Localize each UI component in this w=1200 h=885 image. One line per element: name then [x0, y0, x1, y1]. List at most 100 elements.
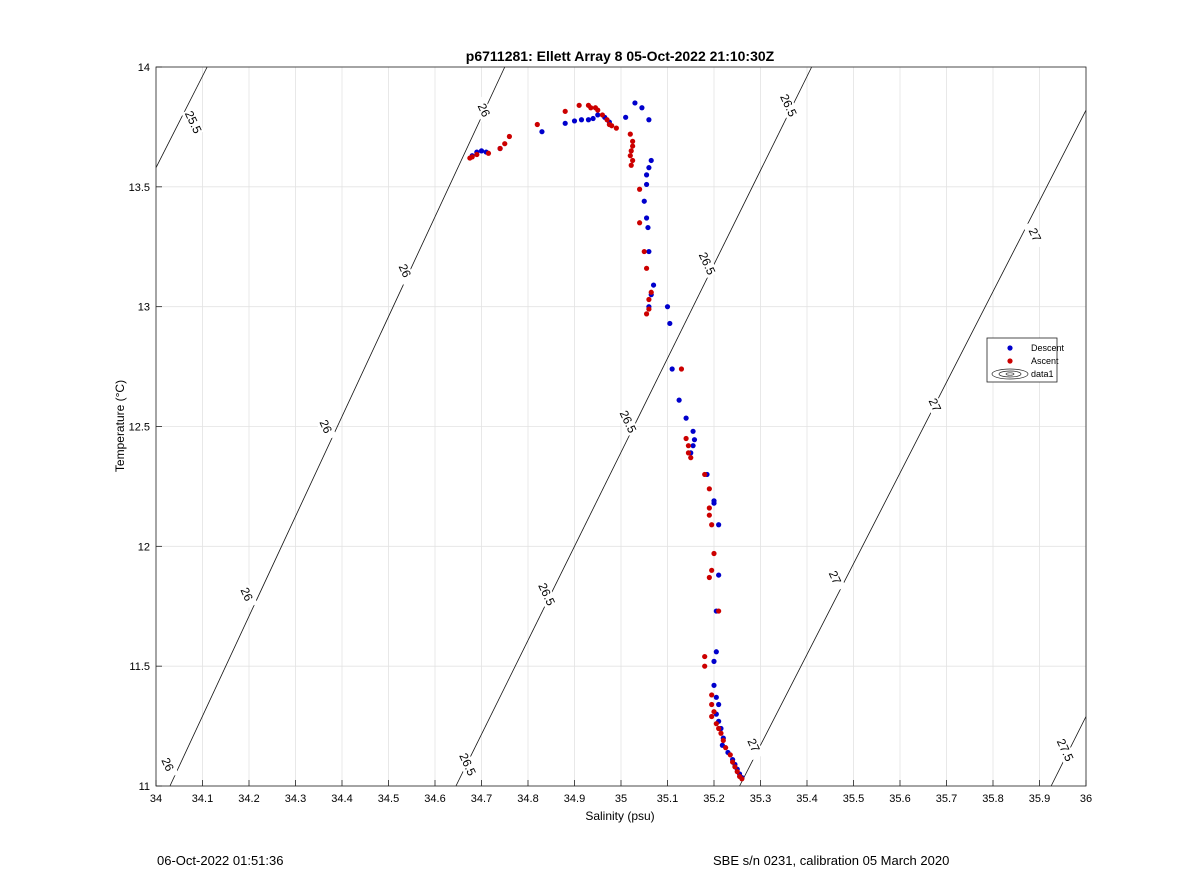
ascent-point — [506, 133, 512, 140]
ascent-point — [730, 759, 736, 765]
descent-point — [713, 649, 719, 655]
contour-label-background — [313, 412, 337, 442]
ascent-point — [702, 653, 708, 660]
ascent-point — [709, 713, 715, 720]
ascent-point — [637, 220, 643, 226]
ascent-point — [718, 730, 724, 736]
descent-point — [645, 224, 651, 231]
descent-point — [711, 500, 717, 506]
contour-label-background — [155, 750, 179, 780]
ascent-point — [630, 138, 636, 144]
x-tick-label: 35.8 — [982, 793, 1003, 805]
ascent-point — [627, 153, 633, 159]
descent-point — [646, 248, 652, 255]
ascent-point — [702, 663, 708, 669]
descent-point — [648, 157, 654, 164]
descent-point — [562, 120, 568, 126]
x-tick-label: 34.1 — [192, 793, 213, 805]
descent-point — [478, 148, 485, 154]
y-tick-label: 14 — [138, 62, 150, 74]
y-tick-label: 12.5 — [129, 422, 150, 434]
y-tick-label: 11.5 — [129, 661, 150, 673]
ascent-point — [713, 721, 719, 727]
ascent-point — [706, 574, 712, 581]
ascent-point — [709, 692, 715, 698]
contour-labels: 25.5 26 26 26 26 26 26 26.5 26.5 26.5 26… — [155, 91, 1076, 780]
descent-point — [571, 118, 578, 124]
x-tick-label: 34.8 — [517, 793, 538, 805]
ascent-point — [643, 265, 650, 271]
legend-marker-ascent — [1007, 358, 1013, 364]
x-tick-label: 35.6 — [889, 793, 910, 805]
ascent-point — [630, 157, 636, 164]
descent-point — [650, 282, 657, 288]
ascent-point — [469, 154, 475, 160]
descent-point — [690, 443, 696, 449]
x-tick-label: 34.6 — [424, 793, 445, 805]
contour-label: 26 — [317, 417, 335, 435]
ascent-point — [739, 776, 745, 782]
ascent-point — [683, 435, 689, 442]
ascent-point — [706, 512, 712, 518]
descent-point — [641, 198, 647, 204]
ascent-point — [485, 150, 492, 156]
x-tick-label: 34.5 — [378, 793, 399, 805]
contour-label: 27 — [1026, 226, 1044, 244]
footer-timestamp: 06-Oct-2022 01:51:36 — [157, 853, 284, 868]
ascent-point — [723, 745, 729, 751]
descent-point — [578, 117, 585, 123]
x-tick-label: 35.2 — [703, 793, 724, 805]
descent-point — [595, 112, 601, 118]
ascent-point — [688, 455, 694, 461]
x-tick-label: 34 — [150, 793, 162, 805]
ascent-point — [706, 505, 712, 511]
ascent-point — [604, 117, 610, 123]
ascent-point — [627, 131, 633, 137]
descent-point — [664, 304, 671, 310]
x-tick-label: 35.1 — [657, 793, 678, 805]
contour-label-background — [455, 750, 479, 780]
ascent-point — [628, 148, 634, 154]
descent-point — [643, 172, 650, 178]
ascent-point — [599, 112, 606, 118]
ascent-point — [706, 486, 712, 492]
descent-series — [469, 100, 745, 781]
ascent-point — [716, 608, 722, 614]
ascent-point — [588, 105, 594, 111]
descent-point — [643, 215, 650, 221]
contour-label-background — [695, 249, 718, 279]
contour-label-background — [616, 407, 639, 437]
ascent-point — [734, 769, 740, 775]
ascent-point — [709, 701, 715, 708]
contour-label-background — [823, 563, 846, 593]
contour-label: 26 — [238, 585, 256, 603]
legend-marker-descent — [1007, 345, 1013, 351]
ascent-point — [474, 151, 480, 158]
x-axis-label: Salinity (psu) — [585, 809, 654, 823]
isopycnal-line — [169, 66, 506, 787]
x-tick-label: 35 — [615, 793, 627, 805]
ascent-point — [678, 366, 685, 372]
legend-label-descent: Descent — [1031, 343, 1065, 353]
x-tick-label: 34.9 — [564, 793, 585, 805]
contour-label-background — [392, 256, 416, 286]
y-axis-label: Temperature (°C) — [113, 380, 127, 472]
x-tick-label: 35.3 — [750, 793, 771, 805]
ascent-point — [637, 186, 643, 192]
y-tick-label: 13 — [138, 302, 150, 314]
descent-point — [632, 100, 638, 106]
grid-lines — [155, 66, 1087, 787]
ascent-point — [497, 145, 503, 152]
isopycnal-line — [739, 109, 1087, 787]
ascent-point — [641, 248, 647, 255]
x-tick-label: 36 — [1080, 793, 1092, 805]
descent-point — [643, 181, 650, 188]
ascent-point — [576, 102, 582, 108]
x-tick-label: 35.5 — [843, 793, 864, 805]
x-tick-label: 34.3 — [285, 793, 306, 805]
descent-point — [623, 114, 629, 120]
ascent-point — [711, 709, 717, 715]
descent-point — [590, 115, 596, 122]
descent-point — [676, 397, 682, 403]
